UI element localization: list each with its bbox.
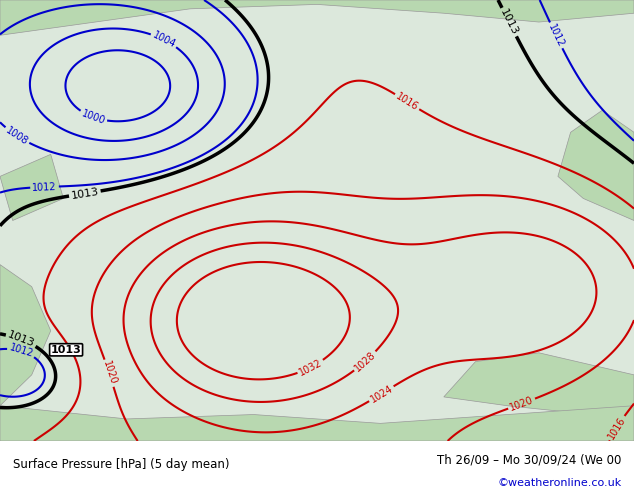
- Text: 1013: 1013: [6, 330, 36, 349]
- Text: Surface Pressure [hPa] (5 day mean): Surface Pressure [hPa] (5 day mean): [13, 458, 229, 471]
- Polygon shape: [0, 154, 63, 220]
- Text: 1020: 1020: [508, 395, 535, 413]
- Text: 1024: 1024: [368, 383, 394, 404]
- Polygon shape: [0, 265, 51, 406]
- Polygon shape: [558, 110, 634, 220]
- Polygon shape: [444, 353, 634, 419]
- Text: 1012: 1012: [547, 22, 566, 49]
- Text: 1000: 1000: [80, 108, 107, 126]
- Text: 1013: 1013: [70, 186, 100, 201]
- Text: 1032: 1032: [297, 357, 324, 377]
- Text: 1016: 1016: [606, 415, 627, 441]
- Text: 1028: 1028: [353, 349, 378, 373]
- Text: 1004: 1004: [151, 30, 177, 50]
- Polygon shape: [0, 0, 634, 35]
- Text: 1020: 1020: [101, 360, 118, 387]
- Polygon shape: [0, 406, 634, 441]
- Text: 1008: 1008: [4, 125, 30, 147]
- Text: ©weatheronline.co.uk: ©weatheronline.co.uk: [497, 478, 621, 488]
- Text: 1013: 1013: [51, 345, 82, 355]
- Text: 1013: 1013: [498, 7, 520, 37]
- Text: 1012: 1012: [32, 181, 57, 193]
- Text: Th 26/09 – Mo 30/09/24 (We 00: Th 26/09 – Mo 30/09/24 (We 00: [437, 453, 621, 466]
- Text: 1012: 1012: [8, 343, 34, 360]
- Text: 1016: 1016: [394, 91, 420, 113]
